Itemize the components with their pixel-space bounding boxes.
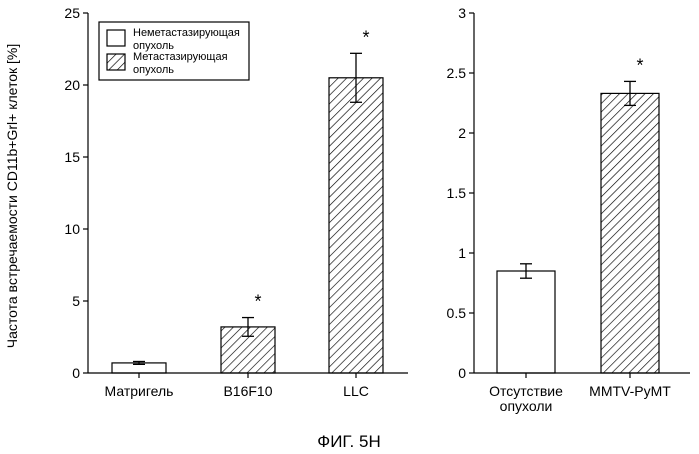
- legend-label-line: Неметастазирующая: [133, 27, 240, 39]
- x-tick-label: Матригель: [105, 383, 174, 399]
- significance-star: *: [254, 292, 261, 312]
- x-tick-label: MMTV-PyMT: [589, 383, 671, 399]
- legend-swatch-hatched: [107, 54, 125, 70]
- y-tick-label: 1.5: [447, 185, 467, 201]
- x-labels-right: Отсутствиеопухоли MMTV-PyMT: [489, 373, 671, 414]
- x-tick-label: B16F10: [223, 383, 272, 399]
- y-ticks-left: 0 5 10 15 20 25: [64, 5, 88, 381]
- x-tick-label: опухоли: [500, 398, 553, 414]
- bar: [329, 78, 383, 373]
- y-tick-label: 10: [64, 221, 80, 237]
- legend-label-line: опухоль: [133, 64, 174, 76]
- legend: Неметастазирующая опухоль Метастазирующа…: [99, 22, 249, 80]
- legend-label-line: Метастазирующая: [133, 51, 228, 63]
- x-tick-label: LLC: [343, 383, 369, 399]
- significance-star: *: [362, 27, 369, 47]
- figure-caption: ФИГ. 5H: [317, 432, 380, 451]
- bars-right: *: [497, 55, 659, 373]
- y-tick-label: 2: [458, 125, 466, 141]
- x-labels-left: Матригель B16F10 LLC: [105, 373, 369, 399]
- y-tick-label: 1: [458, 245, 466, 261]
- legend-swatch-open: [107, 30, 125, 46]
- y-tick-label: 0: [72, 365, 80, 381]
- y-tick-label: 3: [458, 5, 466, 21]
- y-tick-label: 0: [458, 365, 466, 381]
- y-tick-label: 20: [64, 77, 80, 93]
- y-tick-label: 5: [72, 293, 80, 309]
- y-tick-label: 25: [64, 5, 80, 21]
- y-tick-label: 15: [64, 149, 80, 165]
- y-axis-label: Частота встречаемости CD11b+Grl+ клеток …: [4, 44, 20, 348]
- significance-star: *: [636, 55, 643, 75]
- x-tick-label: Отсутствие: [489, 383, 563, 399]
- left-chart: Частота встречаемости CD11b+Grl+ клеток …: [4, 5, 408, 399]
- bar: [601, 93, 659, 373]
- bar: [497, 271, 555, 373]
- y-tick-label: 2.5: [447, 65, 467, 81]
- right-chart: 0 0.5 1 1.5 2 2.5 3 * Отсутствиеопухоли MMTV-Py…: [447, 5, 690, 414]
- y-tick-label: 0.5: [447, 305, 467, 321]
- y-ticks-right: 0 0.5 1 1.5 2 2.5 3: [447, 5, 474, 381]
